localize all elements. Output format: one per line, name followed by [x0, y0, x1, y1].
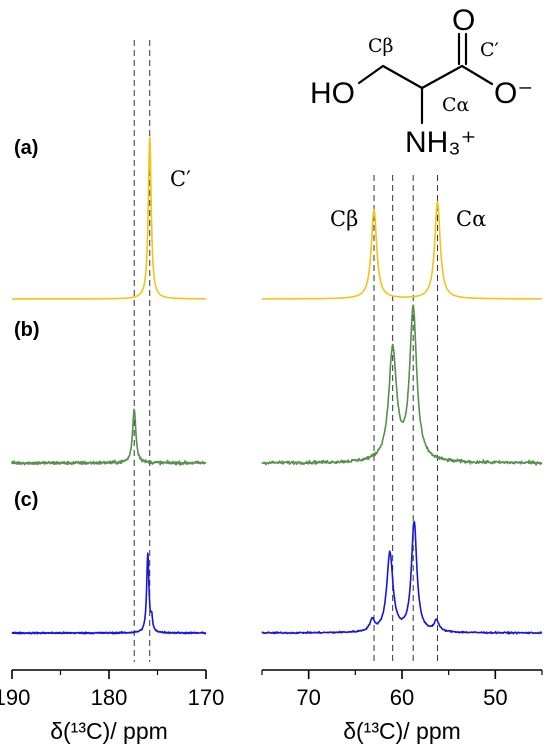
molecule-c-prime: C′	[480, 39, 499, 61]
label-a: (a)	[14, 137, 38, 159]
molecule-o-minus: O⁻	[494, 77, 533, 110]
bond-ho-cb	[357, 64, 385, 85]
spectrum-a-left	[11, 136, 207, 300]
spectrum-c-left	[11, 552, 207, 635]
right-axis: 70 60 50 δ(¹³C)/ ppm	[261, 669, 543, 744]
molecule-c-alpha: Cα	[442, 94, 470, 116]
left-axis-label: δ(¹³C)/ ppm	[50, 718, 168, 744]
annotation-c-alpha: Cα	[456, 207, 486, 231]
bond-cb-ca	[381, 64, 424, 90]
spectrum-b-left	[11, 408, 207, 466]
right-tick-label-50: 50	[483, 685, 507, 710]
spectrum-c-right	[261, 520, 543, 635]
molecule-ho: HO	[310, 77, 355, 110]
left-axis: 190 180 170 δ(¹³C)/ ppm	[0, 669, 225, 744]
spectrum-a-right	[261, 200, 543, 300]
label-c: (c)	[14, 489, 38, 511]
spectra	[11, 136, 543, 635]
molecule-o: O	[452, 4, 475, 37]
bond-cp-ominus	[460, 64, 494, 86]
annotation-c-prime: C′	[170, 167, 191, 191]
left-tick-label-190: 190	[0, 685, 30, 710]
label-b: (b)	[14, 319, 40, 341]
left-tick-label-180: 180	[91, 685, 128, 710]
serine-structure	[357, 32, 494, 125]
spectrum-b-right	[261, 304, 543, 466]
right-axis-label: δ(¹³C)/ ppm	[343, 718, 461, 744]
right-tick-label-60: 60	[390, 685, 414, 710]
right-tick-label-70: 70	[296, 685, 320, 710]
molecule-c-beta: Cβ	[368, 35, 394, 57]
annotation-c-beta: Cβ	[330, 207, 358, 231]
left-tick-label-170: 170	[188, 685, 225, 710]
molecule-nh3: NH₃⁺	[405, 126, 476, 159]
bond-ca-cp	[420, 64, 464, 90]
